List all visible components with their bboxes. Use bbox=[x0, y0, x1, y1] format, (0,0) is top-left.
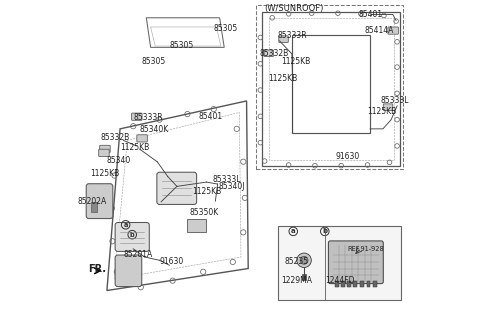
Bar bbox=[373, 281, 377, 287]
Text: (W/SUNROOF): (W/SUNROOF) bbox=[264, 4, 324, 14]
Text: b: b bbox=[322, 228, 327, 234]
Text: 1125KB: 1125KB bbox=[268, 74, 297, 83]
Text: a: a bbox=[291, 228, 296, 234]
Text: 85333R: 85333R bbox=[133, 113, 163, 122]
FancyBboxPatch shape bbox=[86, 184, 113, 218]
Text: 85332B: 85332B bbox=[100, 133, 130, 142]
Text: 1125KB: 1125KB bbox=[91, 169, 120, 178]
Bar bbox=[353, 281, 357, 287]
Text: 1125KB: 1125KB bbox=[368, 107, 397, 116]
FancyBboxPatch shape bbox=[115, 255, 142, 286]
Bar bbox=[360, 281, 364, 287]
Text: 91630: 91630 bbox=[159, 257, 184, 266]
Text: 85401: 85401 bbox=[199, 112, 223, 121]
Text: 85305: 85305 bbox=[214, 24, 238, 33]
FancyBboxPatch shape bbox=[157, 172, 197, 204]
Text: 85333L: 85333L bbox=[212, 175, 240, 184]
Bar bbox=[367, 281, 371, 287]
Text: 85201A: 85201A bbox=[123, 250, 153, 259]
Text: 85305: 85305 bbox=[169, 41, 193, 49]
Text: 85340J: 85340J bbox=[219, 182, 245, 191]
FancyBboxPatch shape bbox=[115, 222, 149, 251]
Text: 85340K: 85340K bbox=[140, 125, 169, 134]
Text: 85333R: 85333R bbox=[278, 31, 307, 40]
Bar bbox=[292, 35, 370, 133]
Bar bbox=[341, 281, 345, 287]
Text: REF.91-928: REF.91-928 bbox=[348, 246, 384, 252]
Bar bbox=[256, 5, 403, 169]
Text: 85350K: 85350K bbox=[189, 208, 218, 217]
FancyBboxPatch shape bbox=[328, 241, 383, 283]
Text: b: b bbox=[130, 232, 134, 238]
Bar bbox=[187, 218, 206, 232]
FancyBboxPatch shape bbox=[383, 104, 393, 111]
FancyBboxPatch shape bbox=[279, 36, 288, 43]
Text: 1244FD: 1244FD bbox=[325, 276, 354, 285]
Text: 85332B: 85332B bbox=[259, 50, 288, 58]
Text: 85305: 85305 bbox=[142, 57, 166, 66]
Text: 85340: 85340 bbox=[107, 155, 131, 165]
Text: 1125KB: 1125KB bbox=[281, 57, 311, 66]
Text: 85235: 85235 bbox=[284, 257, 309, 266]
Bar bbox=[347, 281, 351, 287]
Bar bbox=[278, 226, 401, 300]
FancyBboxPatch shape bbox=[100, 145, 110, 152]
Circle shape bbox=[297, 253, 312, 268]
Text: FR.: FR. bbox=[88, 264, 106, 274]
Bar bbox=[336, 281, 339, 287]
Bar bbox=[302, 274, 306, 280]
Text: 85414A: 85414A bbox=[364, 26, 394, 35]
FancyBboxPatch shape bbox=[99, 149, 109, 156]
Bar bbox=[92, 203, 97, 212]
Text: 1125KB: 1125KB bbox=[120, 144, 149, 152]
Circle shape bbox=[300, 256, 308, 264]
Text: 91630: 91630 bbox=[336, 152, 360, 161]
FancyBboxPatch shape bbox=[132, 113, 142, 120]
FancyBboxPatch shape bbox=[264, 50, 274, 56]
Text: 85333L: 85333L bbox=[381, 96, 409, 105]
FancyBboxPatch shape bbox=[388, 27, 398, 34]
Text: 85401: 85401 bbox=[359, 10, 383, 19]
Text: a: a bbox=[123, 222, 128, 228]
Text: 1125KB: 1125KB bbox=[192, 187, 222, 196]
Text: 85202A: 85202A bbox=[77, 197, 107, 206]
Text: 1229MA: 1229MA bbox=[281, 276, 312, 285]
FancyBboxPatch shape bbox=[137, 135, 147, 142]
